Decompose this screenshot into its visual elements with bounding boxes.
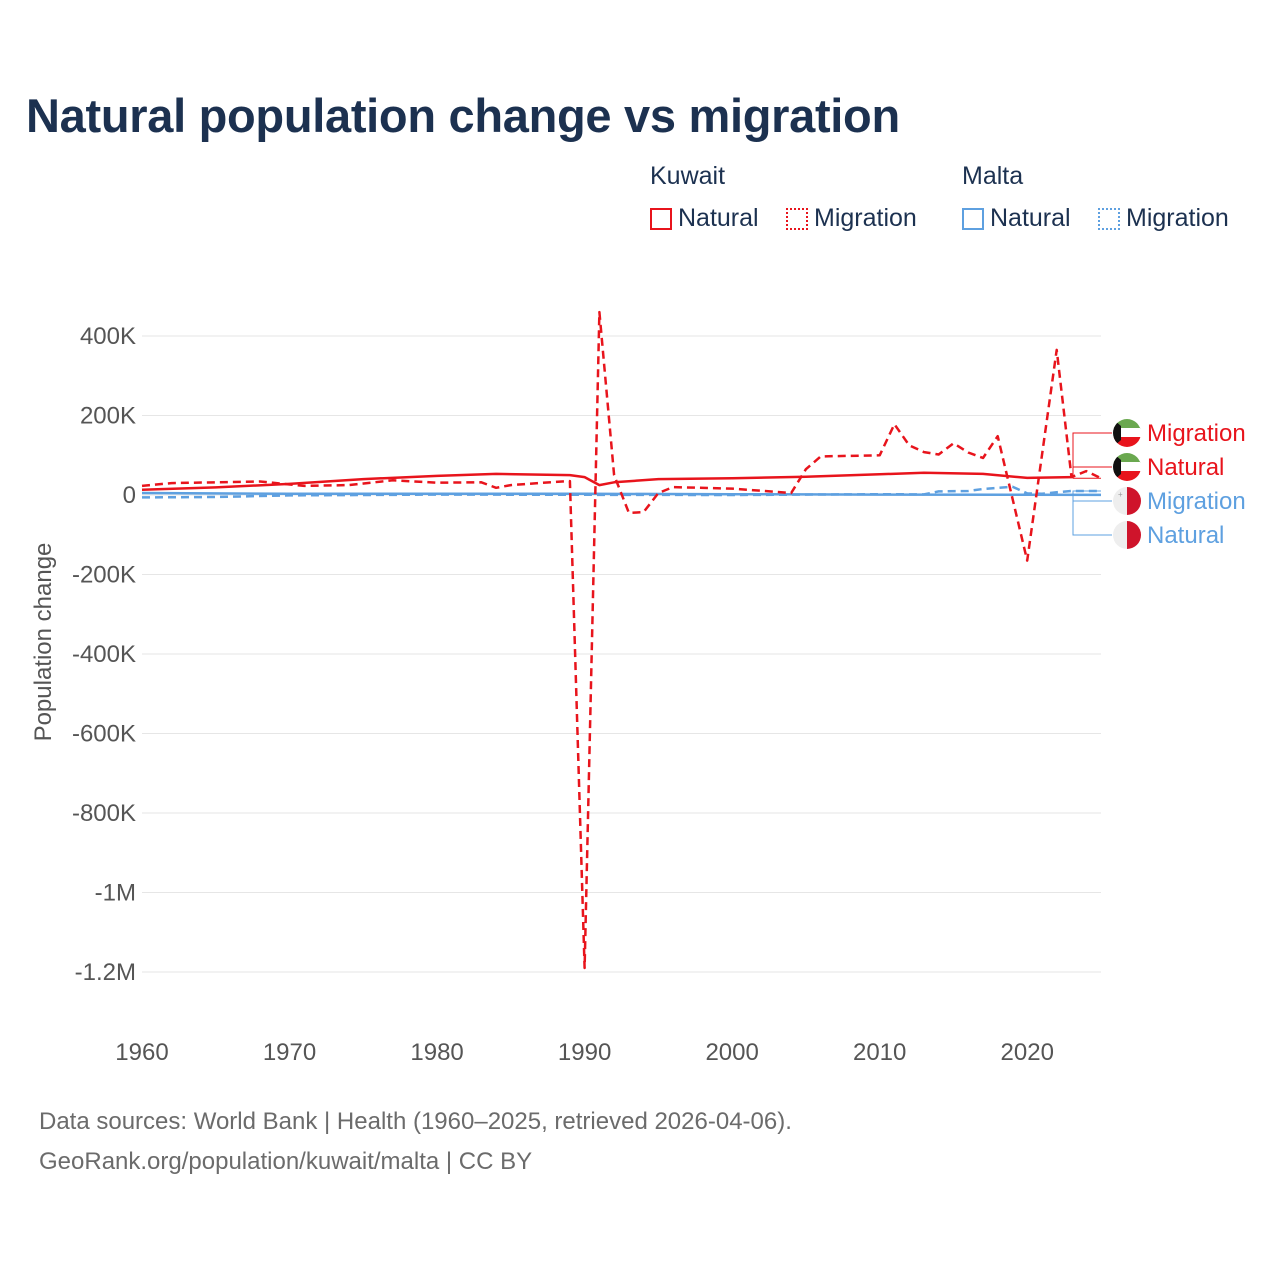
legend-item-malta-natural[interactable]: Natural	[962, 204, 1071, 233]
series-line-malta-natural[interactable]	[141, 491, 1102, 497]
series-line-kuwait-migration[interactable]	[141, 310, 1102, 970]
series-line-kuwait-natural[interactable]	[141, 471, 1072, 492]
legend-item-kuwait-natural[interactable]: Natural	[650, 204, 759, 233]
x-tick-label: 1970	[263, 1039, 316, 1066]
x-tick-label: 1990	[558, 1039, 611, 1066]
end-label-malta-migration[interactable]: + Migration	[1113, 487, 1246, 515]
y-tick-label: -600K	[72, 721, 136, 748]
end-label-kuwait-natural[interactable]: Natural	[1113, 453, 1224, 481]
legend-group-kuwait: Kuwait	[650, 162, 726, 190]
label-connector	[1071, 466, 1112, 478]
end-label-kuwait-migration[interactable]: Migration	[1113, 419, 1246, 447]
malta-flag-icon: +	[1113, 487, 1141, 515]
legend-label: Natural	[678, 204, 759, 232]
y-tick-label: -400K	[72, 641, 136, 668]
y-tick-label: -200K	[72, 562, 136, 589]
legend-label: Migration	[814, 204, 917, 232]
x-tick-label: 2010	[853, 1039, 906, 1066]
malta-flag-icon	[1113, 521, 1141, 549]
chart-title: Natural population change vs migration	[26, 89, 900, 142]
legend-group-malta: Malta	[962, 162, 1024, 190]
end-label-text: Natural	[1147, 522, 1224, 549]
kuwait-flag-icon	[1113, 453, 1141, 481]
footer-sources: Data sources: World Bank | Health (1960–…	[39, 1108, 792, 1135]
legend-label: Migration	[1126, 204, 1229, 232]
x-tick-label: 2020	[1001, 1039, 1054, 1066]
legend-swatch-solid-icon	[962, 207, 984, 230]
legend-label: Natural	[990, 204, 1071, 232]
legend-item-kuwait-migration[interactable]: Migration	[786, 204, 917, 233]
x-tick-label: 2000	[705, 1039, 758, 1066]
series-line-malta-migration[interactable]	[141, 485, 1101, 499]
y-tick-label: -800K	[72, 800, 136, 827]
label-connector	[1072, 494, 1112, 536]
legend-swatch-solid-icon	[650, 207, 672, 230]
legend-swatch-dotted-icon	[1098, 207, 1120, 230]
end-label-text: Migration	[1147, 488, 1246, 515]
x-tick-label: 1960	[115, 1039, 168, 1066]
y-tick-label: -1M	[95, 880, 136, 907]
kuwait-flag-icon	[1113, 419, 1141, 447]
label-connector	[1072, 432, 1112, 479]
end-label-text: Migration	[1147, 420, 1246, 447]
y-tick-label: -1.2M	[75, 959, 136, 986]
footer-link[interactable]: GeoRank.org/population/kuwait/malta | CC…	[39, 1148, 533, 1175]
y-tick-label: 0	[123, 482, 136, 509]
svg-text:+: +	[1118, 490, 1123, 499]
end-label-text: Natural	[1147, 454, 1224, 481]
legend-swatch-dotted-icon	[786, 207, 808, 230]
y-axis-label: Population change	[30, 543, 57, 742]
y-tick-label: 200K	[80, 403, 136, 430]
end-label-malta-natural[interactable]: Natural	[1113, 521, 1224, 549]
x-tick-label: 1980	[410, 1039, 463, 1066]
legend-item-malta-migration[interactable]: Migration	[1098, 204, 1229, 233]
y-tick-label: 400K	[80, 323, 136, 350]
line-chart: 400K 200K 0 -200K -400K -600K -800K -1M -1.2M 19…	[30, 310, 1246, 1066]
